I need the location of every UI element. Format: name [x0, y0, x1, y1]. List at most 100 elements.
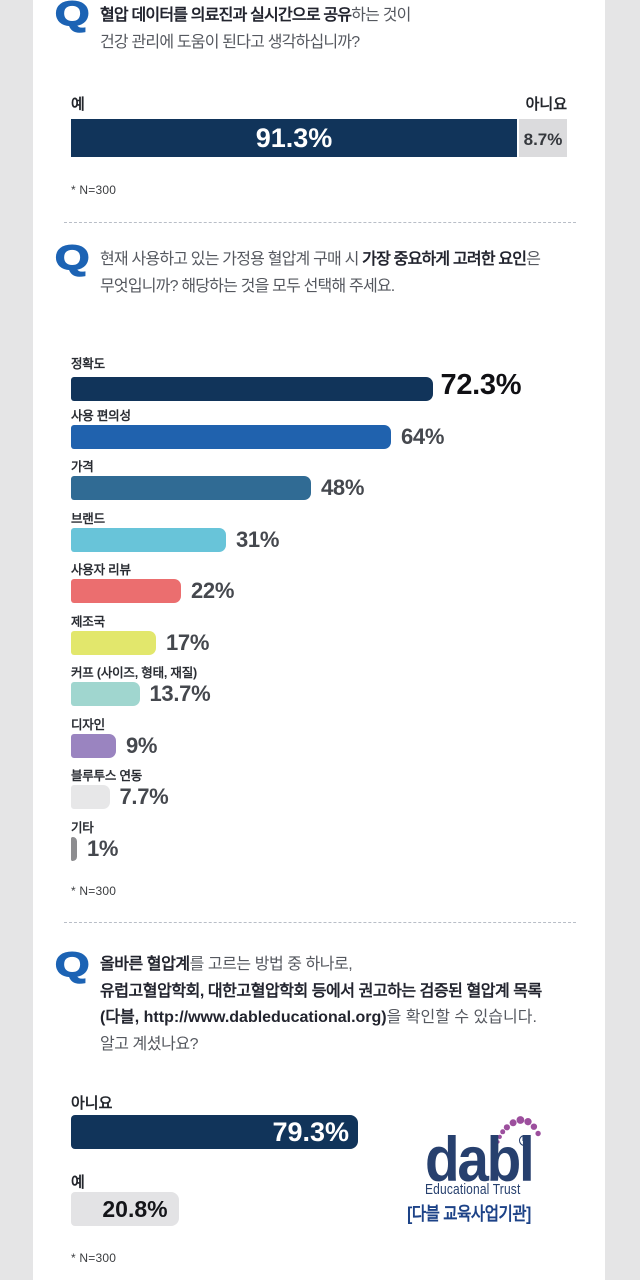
dabl-logo: dabl R Educational Trust [다블 교육사업기관]: [402, 1108, 546, 1224]
bar: [71, 631, 156, 655]
bar-line: 17%: [71, 630, 571, 656]
dot: [516, 1116, 525, 1124]
bar-row-8: 디자인 9%: [71, 718, 571, 759]
bar-row-4: 브랜드 31%: [71, 512, 571, 553]
bar-line: 48%: [71, 475, 571, 501]
dot: [500, 1129, 506, 1135]
question-3-title: 올바른 혈압계를 고르는 방법 중 하나로, 유럽고혈압학회, 대한고혈압학회 …: [100, 952, 606, 1058]
dabl-wordmark: dabl: [425, 1125, 535, 1195]
bar-line: 1%: [71, 836, 571, 862]
question-1-q-icon: Q: [54, 0, 90, 33]
question-2-q-icon: Q: [54, 239, 90, 277]
question-2-sample-note: * N=300: [71, 884, 117, 898]
bar: [71, 425, 391, 449]
dabl-caption: [다블 교육사업기관]: [407, 1204, 531, 1224]
bar-line: 22%: [71, 578, 571, 604]
bar-label: 사용자 리뷰: [71, 563, 131, 577]
question-2-line-1-bold: 가장 중요하게 고려한 요인: [362, 251, 527, 268]
question-3-line-2: 유럽고혈압학회, 대한고혈압학회 등에서 권고하는 검증된 혈압계 목록: [100, 979, 606, 1006]
question-3-line-1-regular: 를 고르는 방법 중 하나로,: [189, 956, 353, 973]
bar-label: 가격: [71, 460, 94, 474]
question-3-line-3: (다블, http://www.dableducational.org)을 확인…: [100, 1005, 606, 1032]
question-3-line-3-regular: 을 확인할 수 있습니다.: [386, 1009, 537, 1027]
bar-line: 31%: [71, 527, 571, 553]
bar: [71, 785, 110, 809]
question-2-bar-chart: 정확도 72.3% 사용 편의성 64% 가격 48% 브랜드 31% 사용자 리뷰 22% 제조국…: [71, 357, 571, 867]
bar-value: 22%: [191, 578, 235, 603]
bar-line: 13.7%: [71, 681, 571, 707]
bar-label: 기타: [71, 821, 94, 835]
question-2-line-2: 무엇입니까? 해당하는 것을 모두 선택해 주세요.: [100, 278, 395, 295]
bar: [71, 682, 140, 706]
dabl-subtitle: Educational Trust: [425, 1181, 521, 1198]
bar: [71, 837, 77, 861]
question-1-no-bar: 8.7%: [519, 119, 567, 157]
bar-value: 31%: [236, 527, 280, 552]
bar-value: 48%: [321, 475, 365, 500]
bar-label: 브랜드: [71, 512, 105, 526]
dot: [530, 1123, 538, 1130]
bar: [71, 734, 116, 758]
bar-row-6: 제조국 17%: [71, 615, 571, 656]
bar-value: 1%: [87, 836, 119, 861]
question-2-line-1-tail: 은: [526, 251, 541, 268]
bar-row-9: 블루투스 연동 7.7%: [71, 769, 571, 810]
dot: [497, 1134, 502, 1139]
bar: [71, 579, 181, 603]
bar-line: 9%: [71, 733, 571, 759]
question-1-title: 혈압 데이터를 의료진과 실시간으로 공유하는 것이 건강 관리에 도움이 된다…: [100, 2, 606, 56]
bar-label: 정확도: [71, 357, 105, 371]
bar-row-3: 가격 48%: [71, 460, 571, 501]
section-divider-2: [64, 922, 576, 923]
question-2-line-1-regular: 현재 사용하고 있는 가정용 혈압계 구매 시: [100, 251, 363, 268]
bar-row-5: 사용자 리뷰 22%: [71, 563, 571, 604]
bar-row-1: 정확도 72.3%: [71, 357, 571, 405]
question-3-sample-note: * N=300: [71, 1251, 117, 1265]
question-1-answer-labels: 예 아니요: [71, 93, 567, 114]
bar-row-10: 기타 1%: [71, 821, 571, 862]
registered-trademark-icon: R: [519, 1135, 530, 1146]
dot: [496, 1140, 500, 1144]
dot: [535, 1130, 541, 1137]
question-1-line-2: 건강 관리에 도움이 된다고 생각하십니까?: [100, 34, 360, 51]
question-1-sample-note: * N=300: [71, 183, 117, 197]
bar-label: 블루투스 연동: [71, 769, 143, 783]
question-3-yes-bar: 20.8%: [71, 1192, 179, 1226]
question-1-yes-bar: 91.3%: [71, 119, 517, 157]
dot: [524, 1118, 532, 1126]
bar-value: 72.3%: [440, 369, 522, 401]
bar-label: 제조국: [71, 615, 105, 629]
question-1-line-1: 혈압 데이터를 의료진과 실시간으로 공유하는 것이: [100, 2, 606, 29]
question-3-line-1: 올바른 혈압계를 고르는 방법 중 하나로,: [100, 952, 606, 979]
dot: [509, 1119, 517, 1127]
question-1-yes-label: 예: [71, 96, 85, 113]
dot: [503, 1124, 510, 1131]
bar-line: 72.3%: [71, 369, 571, 405]
question-1-line-1-bold: 혈압 데이터를 의료진과 실시간으로 공유: [100, 7, 352, 24]
bar-row-7: 커프 (사이즈, 형태, 재질) 13.7%: [71, 666, 571, 707]
bar-label: 디자인: [71, 718, 105, 732]
section-divider-1: [64, 222, 576, 223]
bar-line: 64%: [71, 424, 571, 450]
bar: [71, 528, 226, 552]
dabl-dots-arc-icon: [496, 1116, 541, 1144]
bar-line: 7.7%: [71, 784, 571, 810]
question-3-no-label: 아니요: [71, 1095, 113, 1112]
question-1-line-1-regular: 하는 것이: [351, 7, 411, 24]
question-3-line-2-bold: 유럽고혈압학회, 대한고혈압학회 등에서 권고하는 검증된 혈압계 목록: [100, 982, 542, 1000]
question-2-line-1: 현재 사용하고 있는 가정용 혈압계 구매 시 가장 중요하게 고려한 요인은: [100, 246, 606, 273]
bar-label: 사용 편의성: [71, 409, 131, 423]
bar-value: 13.7%: [149, 681, 211, 706]
question-3-line-1-bold: 올바른 혈압계: [100, 956, 190, 973]
bar-label: 커프 (사이즈, 형태, 재질): [71, 666, 197, 680]
question-3-yes-label: 예: [71, 1174, 85, 1191]
bar-value: 64%: [401, 424, 445, 449]
bar: [71, 476, 311, 500]
bar: [71, 376, 433, 401]
question-1-stacked-bar: 91.3% 8.7%: [71, 119, 567, 157]
bar-row-2: 사용 편의성 64%: [71, 409, 571, 450]
question-3-no-bar: 79.3%: [71, 1115, 358, 1149]
bar-value: 17%: [166, 630, 210, 655]
bar-value: 9%: [126, 733, 158, 758]
